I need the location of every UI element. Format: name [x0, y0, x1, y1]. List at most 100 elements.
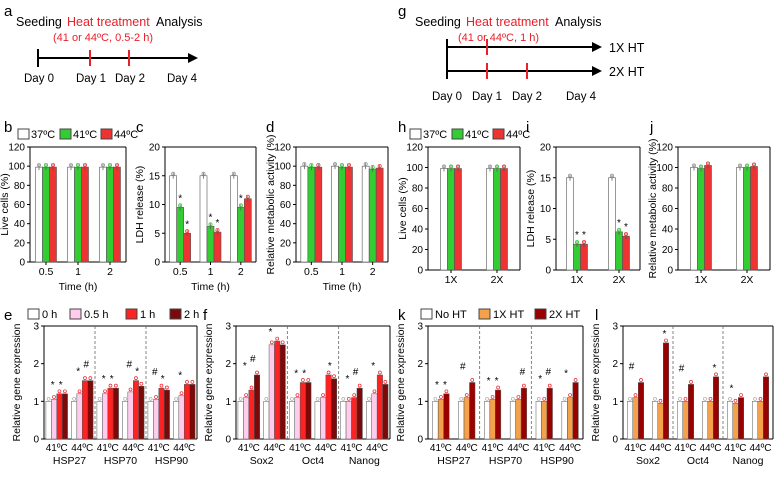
data-point-e-3-2	[114, 383, 118, 388]
data-point-e-1-1	[77, 389, 82, 394]
data-point-h-1-0	[448, 164, 453, 169]
sig-marker-f-3: *	[302, 369, 306, 380]
bar-l-No HT-1	[652, 401, 658, 440]
y-tick-label-b-4: 80	[14, 181, 26, 192]
y-tick-label-b-3: 60	[14, 200, 26, 211]
legend-swatch-41	[59, 128, 72, 140]
bar-c-41ºC-0.5	[176, 207, 184, 263]
data-point-f-1-5	[372, 389, 377, 394]
bar-e-1 h-0	[56, 393, 63, 440]
x-tick-label-k-4: 41ºC	[533, 443, 555, 454]
bar-k-1X HT-3	[515, 399, 522, 440]
x-tick-label-l-3: 44ºC	[700, 443, 722, 454]
bar-i-41ºC-1X	[573, 243, 581, 271]
x-tick-label-l-2: 41ºC	[675, 443, 697, 454]
data-point-k-2-0	[444, 389, 449, 394]
data-point-f-3-4	[357, 383, 362, 388]
data-point-l-1-3	[708, 396, 713, 401]
x-tick-label-j-1: 2X	[741, 274, 754, 286]
y-tick-label-l-2: 2	[612, 359, 618, 370]
y-tick-label-e-1: 1	[33, 397, 39, 408]
bar-f-2 h-4	[356, 387, 363, 440]
x-tick-label-d-1: 1	[339, 266, 345, 278]
y-tick-label-j-3: 60	[662, 204, 674, 215]
data-point-b-1-2	[108, 163, 113, 168]
y-tick-label-i-4: 20	[540, 143, 552, 154]
bar-c-37ºC-2	[230, 175, 238, 263]
data-point-b-2-2	[115, 163, 120, 168]
sig-marker-f-0: *	[243, 361, 247, 372]
y-tick-label-d-1: 20	[280, 238, 292, 249]
bar-k-No HT-5	[561, 401, 568, 440]
x-tick-label-j-0: 1X	[695, 274, 708, 286]
bar-e-2 h-3	[138, 386, 145, 440]
bar-f-0.5 h-0	[243, 397, 250, 440]
timeline-g-day4: Day 4	[566, 91, 597, 103]
sig-marker-e-3: #	[83, 360, 89, 371]
bar-e-2 h-1	[87, 380, 94, 440]
data-point-e-0-5	[174, 396, 178, 401]
legend-label-44-r: 44ºC	[506, 129, 530, 141]
group-label-f-0: Sox2	[250, 455, 274, 467]
data-point-d-1-2	[370, 165, 375, 170]
bar-c-44ºC-2	[244, 198, 252, 263]
data-point-l-0-0	[628, 396, 632, 401]
timeline-a: a Seeding Heat treatment Analysis (41 or…	[4, 3, 203, 85]
sig-marker-f-5: *	[328, 361, 332, 372]
bar-i-41ºC-2X	[615, 231, 623, 271]
bar-j-37ºC-2X	[736, 167, 744, 271]
bar-e-0.5 h-2	[102, 393, 109, 440]
bar-l-1X HT-1	[657, 402, 664, 440]
x-tick-label-d-0: 0.5	[304, 266, 319, 278]
data-point-e-2-3	[134, 376, 138, 380]
bar-k-2X HT-2	[495, 389, 502, 440]
sig-marker-c-3: *	[216, 218, 220, 229]
data-point-d-0-2	[363, 162, 368, 167]
bar-c-41ºC-1	[206, 226, 215, 263]
panel-letter-k: k	[398, 307, 406, 324]
y-tick-label-j-6: 120	[656, 143, 673, 154]
x-tick-label-k-5: 44ºC	[559, 443, 581, 454]
data-point-l-2-4	[739, 393, 743, 397]
bar-f-1 h-0	[248, 389, 255, 440]
sig-marker-i-3: *	[624, 222, 628, 233]
bar-f-0.5 h-4	[345, 401, 352, 440]
y-tick-label-j-2: 40	[662, 225, 674, 236]
sig-marker-e-4: *	[102, 374, 106, 385]
data-point-j-1-1	[745, 163, 750, 168]
data-point-d-0-1	[332, 162, 337, 167]
bar-l-2X HT-5	[763, 376, 769, 440]
legend-swatch-37-r	[409, 128, 422, 140]
bar-f-2 h-3	[331, 378, 337, 440]
data-point-c-0-0	[171, 171, 176, 176]
data-point-j-2-1	[752, 162, 757, 167]
data-point-i-1-1	[617, 227, 622, 232]
y-tick-label-d-6: 120	[274, 143, 291, 154]
legend-swatch-2h	[169, 308, 182, 320]
data-point-e-3-5	[190, 380, 195, 384]
legend-label-0h: 0 h	[42, 309, 57, 321]
group-label-k-1: HSP70	[489, 455, 522, 467]
bar-l-2X HT-1	[663, 342, 669, 440]
x-tick-label-l-0: 41ºC	[625, 443, 647, 454]
sig-marker-e-6: #	[126, 360, 132, 371]
bar-l-No HT-3	[702, 401, 708, 440]
bar-h-44ºC-1X	[454, 168, 462, 271]
x-tick-label-h-1: 2X	[491, 274, 504, 286]
panel-letter-i: i	[526, 119, 529, 136]
y-tick-label-i-1: 5	[545, 235, 551, 246]
bar-e-0.5 h-5	[178, 395, 185, 440]
sig-marker-c-1: *	[185, 219, 189, 230]
data-point-l-2-1	[664, 338, 668, 343]
bar-k-1X HT-4	[541, 401, 548, 440]
sig-marker-e-10: *	[178, 370, 182, 381]
x-tick-label-d-2: 2	[370, 266, 376, 278]
y-axis-title-i: LDH release (%)	[525, 170, 537, 248]
y-tick-label-f-0: 0	[225, 435, 231, 446]
y-tick-label-j-4: 80	[662, 184, 674, 195]
bar-k-1X HT-1	[463, 397, 470, 440]
bar-k-1X HT-5	[567, 397, 574, 440]
timeline-a-day0: Day 0	[24, 73, 54, 85]
x-tick-label-e-3: 44ºC	[122, 443, 144, 454]
